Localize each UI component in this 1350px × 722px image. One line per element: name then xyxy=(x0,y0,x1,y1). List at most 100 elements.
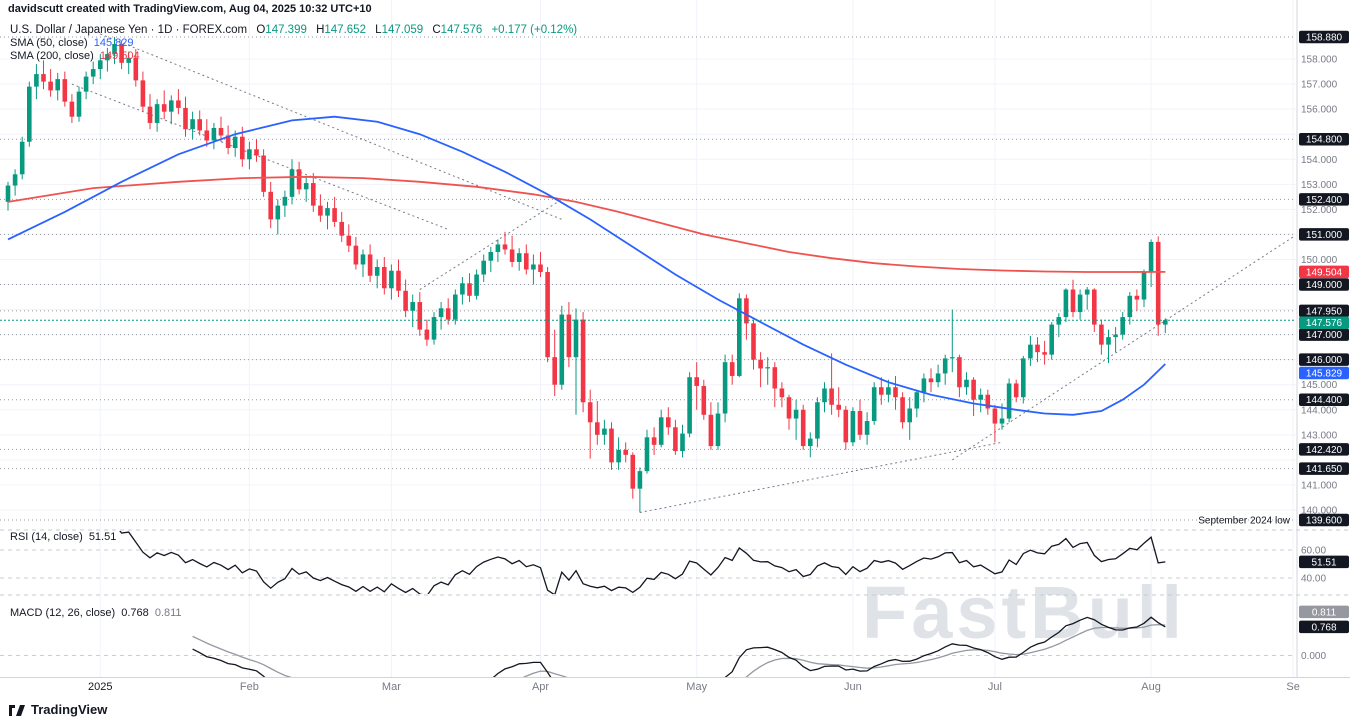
candle-body xyxy=(1163,320,1168,325)
candle-body xyxy=(5,185,11,202)
axis-badge xyxy=(1299,513,1349,527)
candle-body xyxy=(197,119,202,131)
axis-badge-label: 142.420 xyxy=(1306,445,1343,456)
candle-body xyxy=(651,437,657,445)
candle-body xyxy=(871,387,877,422)
candle-body xyxy=(694,377,699,386)
candle-body xyxy=(311,183,316,206)
price-badges: 158.880 154.800 152.400 151.000 149.000 147.9… xyxy=(1198,30,1349,633)
time-axis[interactable] xyxy=(0,678,1350,698)
rsi-line[interactable] xyxy=(107,524,1166,596)
macd-legend[interactable]: MACD (12, 26, close) 0.768 0.811 xyxy=(10,607,182,619)
candle-body xyxy=(467,283,472,296)
candle-body xyxy=(786,397,792,419)
candle-body xyxy=(275,205,281,220)
candle-body xyxy=(76,91,82,117)
candle-body xyxy=(516,253,522,262)
candle-body xyxy=(566,314,572,358)
rsi-label: RSI (14, close) xyxy=(10,531,83,543)
candle-body xyxy=(921,378,927,393)
candle-body xyxy=(1056,317,1062,325)
candle-body xyxy=(531,264,536,270)
candle-body xyxy=(836,404,841,410)
axis-tick-label: 150.000 xyxy=(1301,255,1338,266)
candle-body xyxy=(602,428,607,435)
candle-body xyxy=(34,74,39,87)
sma200-legend[interactable]: SMA (200, close) 149.504 xyxy=(10,50,140,62)
symbol-legend[interactable]: U.S. Dollar / Japanese Yen · 1D · FOREX.… xyxy=(10,24,577,36)
candle-body xyxy=(950,357,955,359)
candle-body xyxy=(708,414,714,447)
candle-body xyxy=(1021,358,1026,398)
candle-body xyxy=(900,397,905,423)
candle-body xyxy=(360,254,366,265)
sma50-legend[interactable]: SMA (50, close) 145.829 xyxy=(10,37,133,49)
brand-text[interactable]: TradingView xyxy=(31,702,108,717)
axis-badge xyxy=(1299,278,1349,291)
candle-body xyxy=(1092,289,1097,325)
macd-label: MACD (12, 26, close) xyxy=(10,607,116,619)
candle-body xyxy=(843,409,849,443)
rsi-legend[interactable]: RSI (14, close) 51.51 xyxy=(10,531,116,543)
axis-tick-label: 154.000 xyxy=(1301,155,1338,166)
sma200-line[interactable] xyxy=(7,175,1166,273)
candle-body xyxy=(1077,294,1083,313)
candle-body xyxy=(793,409,799,419)
candle-body xyxy=(744,298,749,324)
candle-body xyxy=(183,107,188,130)
macd-line[interactable] xyxy=(192,616,1166,722)
candle-body xyxy=(666,417,671,428)
candle-body xyxy=(318,205,323,216)
sma50-line[interactable] xyxy=(7,115,1166,416)
close-value: 147.576 xyxy=(440,24,483,36)
candle-body xyxy=(680,433,685,452)
candle-body xyxy=(1113,334,1118,338)
rsi-value: 51.51 xyxy=(88,531,117,543)
candle-body xyxy=(1155,241,1161,325)
candle-body xyxy=(595,422,600,435)
axis-tick-label: 158.000 xyxy=(1301,55,1338,66)
axis-badge xyxy=(1299,228,1349,241)
macd-signal-line[interactable] xyxy=(192,623,1166,722)
candle-body xyxy=(105,54,110,61)
axis-badge-label: 51.51 xyxy=(1311,557,1336,568)
candle-body xyxy=(303,183,309,190)
candle-body xyxy=(225,135,231,148)
candle-body xyxy=(417,302,423,330)
candles-series[interactable] xyxy=(5,37,1168,513)
axis-badge-label: 147.576 xyxy=(1306,318,1343,329)
candle-body xyxy=(1120,317,1125,335)
candle-body xyxy=(55,79,60,91)
candle-body xyxy=(48,81,53,91)
candle-body xyxy=(573,319,579,358)
candle-body xyxy=(758,359,763,369)
candle-body xyxy=(1006,383,1012,419)
low-label: L xyxy=(375,24,382,36)
candle-body xyxy=(119,44,124,63)
candle-body xyxy=(893,387,898,398)
chart-byline: davidscutt created with TradingView.com,… xyxy=(8,3,372,15)
axis-tick-label: 156.000 xyxy=(1301,105,1338,116)
time-tick-label: May xyxy=(686,681,707,693)
axis-badge-label: 146.000 xyxy=(1306,355,1343,366)
candle-body xyxy=(1070,289,1076,313)
axis-badge-label: 149.504 xyxy=(1306,267,1343,278)
candle-body xyxy=(587,402,593,423)
candle-body xyxy=(374,266,380,276)
candle-body xyxy=(325,208,330,216)
footer-bar: TradingView xyxy=(8,702,107,717)
candle-body xyxy=(296,169,302,190)
candle-body xyxy=(126,57,131,63)
axis-tick-label: 141.000 xyxy=(1301,480,1338,491)
price-axis[interactable] xyxy=(1297,0,1350,678)
candle-body xyxy=(154,104,160,123)
candle-body xyxy=(808,438,813,447)
candle-body xyxy=(978,394,983,400)
candle-body xyxy=(822,388,827,403)
trendline-drawings[interactable] xyxy=(71,33,1294,513)
tradingview-logo[interactable] xyxy=(8,702,26,717)
candle-body xyxy=(857,411,863,435)
high-label: H xyxy=(316,24,325,36)
